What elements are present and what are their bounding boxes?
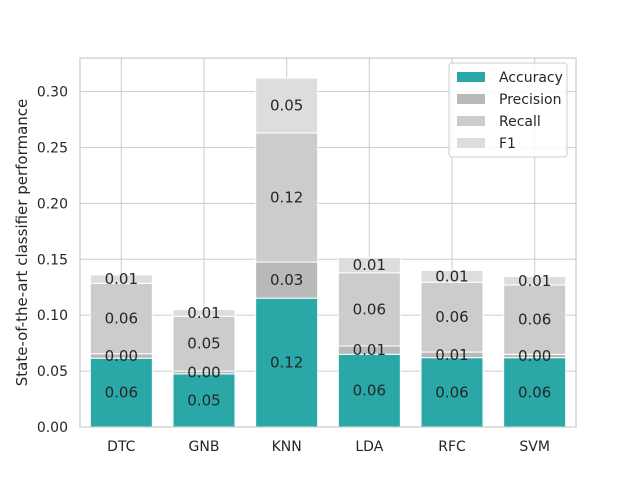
x-tick-label-gnb: GNB (189, 439, 220, 455)
x-tick-label-svm: SVM (519, 439, 550, 455)
bar-segment-accuracy-rfc (420, 357, 484, 428)
data-label-accuracy-svm: 0.06 (518, 383, 551, 401)
x-tick-labels: DTC GNB KNN LDA RFC SVM (107, 439, 550, 455)
bar-segment-accuracy-dtc (89, 357, 153, 428)
y-tick-label: 0.00 (37, 420, 68, 436)
legend-label-precision: Precision (499, 92, 561, 108)
data-label-recall-gnb: 0.05 (187, 335, 220, 353)
data-label-f1-lda: 0.01 (353, 256, 386, 274)
data-label-recall-rfc: 0.06 (435, 308, 468, 326)
y-tick-label: 0.05 (37, 364, 68, 380)
bar-segment-recall-knn (255, 132, 319, 263)
data-label-accuracy-rfc: 0.06 (435, 383, 468, 401)
x-tick-label-knn: KNN (272, 439, 302, 455)
data-label-recall-svm: 0.06 (518, 311, 551, 329)
x-tick-label-dtc: DTC (107, 439, 136, 455)
data-label-accuracy-dtc: 0.06 (105, 384, 138, 402)
bar-segment-f1-knn (255, 77, 319, 134)
bar-segment-f1-dtc (89, 274, 153, 284)
data-label-precision-rfc: 0.01 (435, 346, 468, 364)
data-label-f1-knn: 0.05 (270, 97, 303, 115)
bar-segment-f1-rfc (420, 269, 484, 283)
data-labels: 0.06 0.00 0.06 0.01 0.05 0.00 0.05 0.01 0.12 0.03… (105, 97, 552, 410)
y-tick-label: 0.15 (37, 252, 68, 268)
bar-segment-f1-svm (503, 276, 567, 286)
data-label-f1-dtc: 0.01 (105, 270, 138, 288)
legend-swatch-recall (457, 116, 485, 126)
data-label-accuracy-lda: 0.06 (353, 382, 386, 400)
data-label-recall-lda: 0.06 (353, 300, 386, 318)
data-label-precision-svm: 0.00 (518, 347, 551, 365)
legend-label-f1: F1 (499, 136, 516, 152)
y-tick-label: 0.25 (37, 140, 68, 156)
bars (89, 77, 567, 428)
data-label-precision-knn: 0.03 (270, 271, 303, 289)
legend-swatch-accuracy (457, 72, 485, 82)
data-label-precision-dtc: 0.00 (105, 347, 138, 365)
y-axis-label: State-of-the-art classifier performance (13, 99, 31, 387)
data-label-accuracy-knn: 0.12 (270, 354, 303, 372)
data-label-f1-rfc: 0.01 (435, 267, 468, 285)
legend-swatch-precision (457, 94, 485, 104)
data-label-precision-gnb: 0.00 (187, 363, 220, 381)
x-tick-label-lda: LDA (355, 439, 383, 455)
legend-swatch-f1 (457, 138, 485, 148)
data-label-f1-gnb: 0.01 (187, 304, 220, 322)
legend: Accuracy Precision Recall F1 (448, 62, 568, 158)
bar-segment-recall-svm (503, 284, 567, 355)
y-tick-label: 0.10 (37, 308, 68, 324)
y-tick-label: 0.30 (37, 85, 68, 101)
legend-box (448, 62, 568, 158)
data-label-accuracy-gnb: 0.05 (187, 391, 220, 409)
legend-label-accuracy: Accuracy (499, 70, 563, 86)
bar-segment-f1-lda (337, 257, 401, 274)
legend-label-recall: Recall (499, 114, 541, 130)
bar-segment-accuracy-lda (337, 353, 401, 428)
data-label-recall-knn: 0.12 (270, 188, 303, 206)
data-label-recall-dtc: 0.06 (105, 310, 138, 328)
data-label-precision-lda: 0.01 (353, 341, 386, 359)
data-label-f1-svm: 0.01 (518, 272, 551, 290)
x-tick-label-rfc: RFC (438, 439, 466, 455)
plot-frame (79, 57, 577, 428)
bar-segment-f1-gnb (172, 309, 236, 317)
y-tick-labels: 0.00 0.05 0.10 0.15 0.20 0.25 0.30 (37, 85, 68, 436)
y-tick-label: 0.20 (37, 196, 68, 212)
bar-segment-recall-gnb (172, 315, 236, 372)
bar-segment-recall-rfc (420, 281, 484, 353)
